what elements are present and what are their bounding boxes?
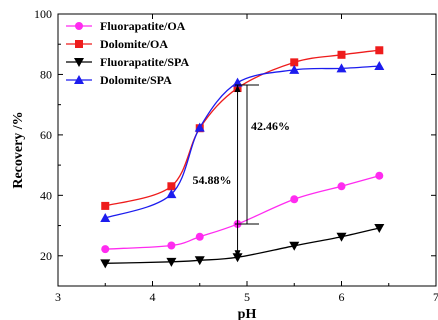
series-fluorapatite-spa xyxy=(100,223,385,269)
legend-marker xyxy=(74,58,84,67)
data-point xyxy=(336,63,347,73)
data-point xyxy=(232,77,243,87)
y-axis-label: Recovery /% xyxy=(11,111,26,188)
legend-marker xyxy=(75,22,83,30)
legend-label: Dolomite/SPA xyxy=(100,73,172,87)
x-axis-label: pH xyxy=(238,307,257,320)
data-point xyxy=(337,182,346,191)
data-point xyxy=(100,259,111,269)
data-point xyxy=(194,122,205,132)
data-point xyxy=(289,64,300,74)
y-tick-label: 20 xyxy=(40,249,52,263)
data-point xyxy=(337,50,346,59)
y-tick-label: 40 xyxy=(40,188,52,202)
data-point xyxy=(374,223,385,233)
annotation-arrow-head xyxy=(234,250,241,258)
data-point xyxy=(101,245,110,254)
x-tick-label: 5 xyxy=(244,290,250,304)
annotation-label: 42.46% xyxy=(251,119,290,133)
data-point xyxy=(375,46,384,55)
x-tick-label: 4 xyxy=(150,290,156,304)
data-point xyxy=(166,257,177,267)
legend-marker xyxy=(74,75,84,84)
data-point xyxy=(290,195,299,204)
legend-label: Dolomite/OA xyxy=(100,37,168,51)
data-point xyxy=(290,58,299,67)
annotation-label: 54.88% xyxy=(193,173,232,187)
y-tick-label: 80 xyxy=(40,67,52,81)
y-tick-label: 60 xyxy=(40,128,52,142)
data-point xyxy=(374,60,385,70)
legend-marker xyxy=(75,40,83,48)
data-point xyxy=(195,232,204,241)
legend-label: Fluorapatite/OA xyxy=(100,19,186,33)
data-point xyxy=(167,182,176,191)
data-point xyxy=(100,213,111,222)
data-point xyxy=(194,256,205,266)
data-point xyxy=(336,232,347,242)
annotation-arrow-head xyxy=(234,85,241,93)
x-tick-label: 6 xyxy=(339,290,345,304)
data-point xyxy=(167,241,176,250)
legend: Fluorapatite/OA Dolomite/OA Fluorapatite/S… xyxy=(66,19,189,87)
data-point xyxy=(166,189,177,199)
data-point xyxy=(375,171,384,180)
data-point xyxy=(232,253,243,263)
series-dolomite-spa xyxy=(100,60,385,222)
x-tick-label: 3 xyxy=(55,290,61,304)
data-point xyxy=(289,241,300,251)
data-point xyxy=(101,201,110,210)
series-fluorapatite-oa xyxy=(101,171,384,254)
series-line xyxy=(105,65,380,219)
legend-label: Fluorapatite/SPA xyxy=(100,55,189,69)
y-tick-label: 100 xyxy=(34,7,52,21)
x-tick-label: 7 xyxy=(433,290,438,304)
